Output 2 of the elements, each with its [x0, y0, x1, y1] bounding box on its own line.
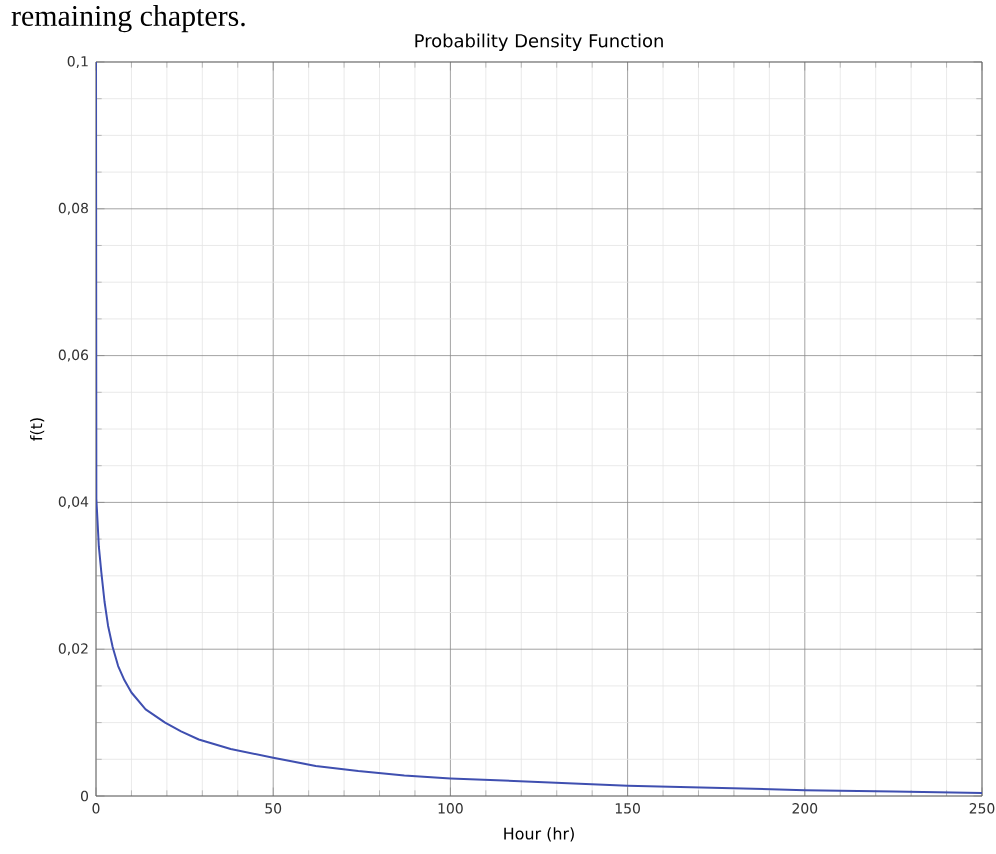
text: remaining chapters. [11, 5, 245, 33]
chart-title: Probability Density Function [415, 33, 663, 51]
